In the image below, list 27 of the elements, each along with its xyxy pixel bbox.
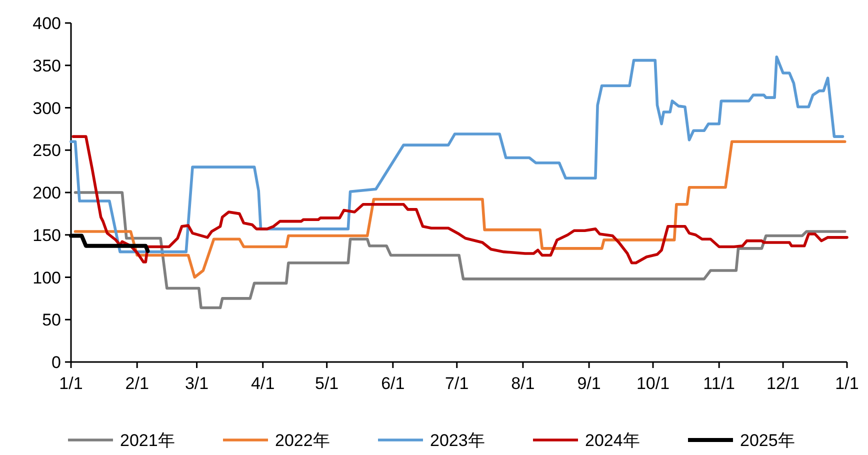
x-tick-label: 2/1	[125, 374, 149, 393]
x-tick-label: 11/1	[703, 374, 735, 393]
x-tick-label: 1/1	[59, 374, 83, 393]
x-tick-label: 1/1	[835, 374, 859, 393]
x-tick-label: 7/1	[445, 374, 469, 393]
y-tick-label: 100	[32, 268, 61, 288]
legend-label: 2024年	[585, 431, 640, 450]
legend-label: 2022年	[275, 431, 330, 450]
x-tick-label: 6/1	[381, 374, 405, 393]
legend-label: 2025年	[740, 431, 795, 450]
legend-label: 2021年	[120, 431, 175, 450]
y-tick-label: 200	[32, 184, 61, 202]
x-tick-label: 10/1	[636, 374, 670, 393]
y-tick-label: 150	[32, 226, 61, 245]
y-tick-label: 350	[32, 56, 61, 76]
legend-label: 2023年	[430, 431, 485, 450]
y-tick-label: 400	[32, 14, 61, 33]
y-tick-label: 250	[32, 141, 61, 160]
x-tick-label: 5/1	[315, 374, 339, 393]
y-tick-label: 300	[32, 98, 61, 118]
x-tick-label: 9/1	[577, 374, 601, 393]
x-tick-label: 3/1	[184, 374, 209, 393]
x-tick-label: 12/1	[766, 374, 800, 393]
y-tick-label: 50	[42, 310, 61, 330]
x-tick-label: 8/1	[511, 374, 535, 393]
y-tick-label: 0	[52, 353, 61, 372]
x-tick-label: 4/1	[251, 374, 275, 393]
